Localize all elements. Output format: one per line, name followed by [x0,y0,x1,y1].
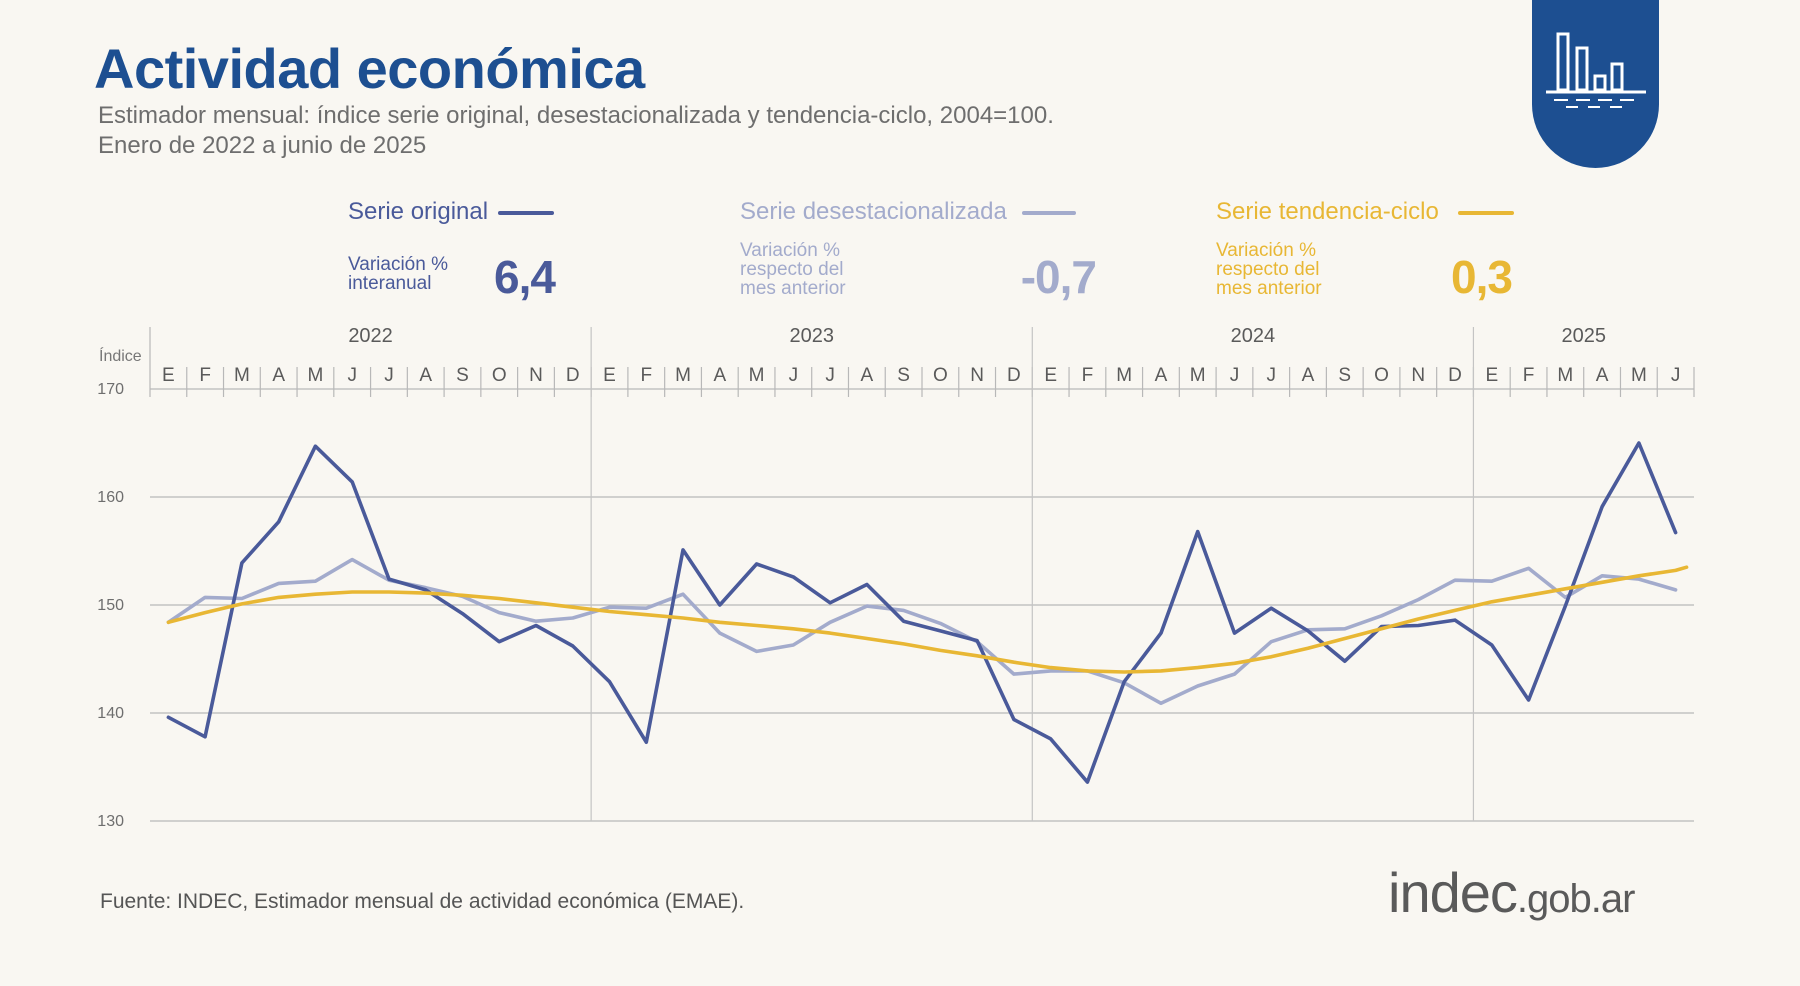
legend-original: Serie original [348,198,488,226]
legend-original-name: Serie original [348,198,489,225]
y-tick-label: 170 [97,381,124,398]
kpi-original-label: Variación % interanual [348,255,518,293]
month-tick-label: M [675,365,691,386]
month-tick-label: O [933,365,948,386]
legend-tendencia-name: Serie tendencia-ciclo [1216,198,1439,225]
kpi-tendencia-label-line: Variación % [1216,240,1316,261]
month-tick-label: E [1044,365,1057,386]
month-tick-label: N [529,365,543,386]
subtitle-line-1: Estimador mensual: índice serie original… [98,102,1054,129]
year-label: 2024 [1231,325,1276,347]
series-line [166,565,1689,674]
month-tick-label: A [861,365,874,386]
month-tick-label: A [1302,365,1315,386]
kpi-tendencia-value: 0,3 [1451,251,1513,303]
month-tick-label: A [1155,365,1168,386]
month-tick-label: J [789,365,799,386]
source-note: Fuente: INDEC, Estimador mensual de acti… [100,890,745,913]
month-tick-label: M [1116,365,1132,386]
kpi-desestacionalizada-label-line: Variación % [740,240,840,261]
month-tick-label: S [456,365,469,386]
month-tick-label: D [1448,365,1462,386]
legend-original-swatch [498,211,554,215]
month-tick-label: D [1007,365,1021,386]
legend-tendencia: Serie tendencia-ciclo [1216,198,1439,226]
month-tick-label: E [603,365,616,386]
year-label: 2022 [348,325,393,347]
kpi-desestacionalizada-label-line: mes anterior [740,278,846,299]
series-line [166,441,1678,784]
month-tick-label: N [1411,365,1425,386]
legend-desestacionalizada: Serie desestacionalizada [740,198,1007,226]
month-tick-label: M [1557,365,1573,386]
month-tick-label: A [419,365,432,386]
month-tick-label: O [1374,365,1389,386]
kpi-original-value: 6,4 [494,251,556,303]
month-tick-label: F [1082,365,1094,386]
month-tick-label: A [272,365,285,386]
brand-main: indec [1388,861,1518,924]
month-tick-label: F [199,365,211,386]
page-title: Actividad económica [94,37,645,100]
month-tick-label: M [1631,365,1647,386]
kpi-tendencia-label-line: mes anterior [1216,278,1322,299]
month-tick-label: M [749,365,765,386]
year-label: 2023 [789,325,834,347]
y-tick-label: 160 [97,489,124,506]
indec-brand: indec.gob.ar [1388,860,1636,925]
indec-logo-tab [1532,0,1659,168]
legend-tendencia-swatch [1458,211,1514,215]
legend-desestacionalizada-name: Serie desestacionalizada [740,198,1007,225]
month-tick-label: S [897,365,910,386]
month-tick-label: N [970,365,984,386]
kpi-desestacionalizada-label-line: respecto del [740,259,844,280]
kpi-desestacionalizada-label: Variación % respecto del mes anterior [740,241,910,298]
kpi-desestacionalizada-value: -0,7 [1020,251,1097,303]
month-tick-label: D [566,365,580,386]
month-tick-label: J [1230,365,1240,386]
month-tick-label: E [162,365,175,386]
month-tick-label: J [1671,365,1681,386]
y-tick-label: 140 [97,705,124,722]
month-tick-label: F [640,365,652,386]
y-tick-label: 150 [97,597,124,614]
legend-desestacionalizada-swatch [1022,211,1076,215]
month-tick-label: S [1338,365,1351,386]
y-axis-label: Índice [99,346,142,365]
y-tick-label: 130 [97,813,124,830]
month-tick-label: J [347,365,357,386]
month-tick-label: A [713,365,726,386]
month-tick-label: A [1596,365,1609,386]
month-tick-label: J [1266,365,1276,386]
kpi-original-label-line: interanual [348,273,432,294]
month-tick-label: M [308,365,324,386]
bar-chart-icon [1546,32,1646,108]
brand-domain: .gob.ar [1516,877,1636,921]
month-tick-label: J [384,365,394,386]
kpi-tendencia-label-line: respecto del [1216,259,1320,280]
subtitle-line-2: Enero de 2022 a junio de 2025 [98,132,427,159]
month-tick-label: E [1485,365,1498,386]
kpi-original-label-line: Variación % [348,254,448,275]
month-tick-label: J [825,365,835,386]
kpi-tendencia-label: Variación % respecto del mes anterior [1216,241,1386,298]
year-label: 2025 [1561,325,1606,347]
month-tick-label: M [234,365,250,386]
month-tick-label: F [1523,365,1535,386]
month-tick-label: M [1190,365,1206,386]
month-tick-label: O [492,365,507,386]
